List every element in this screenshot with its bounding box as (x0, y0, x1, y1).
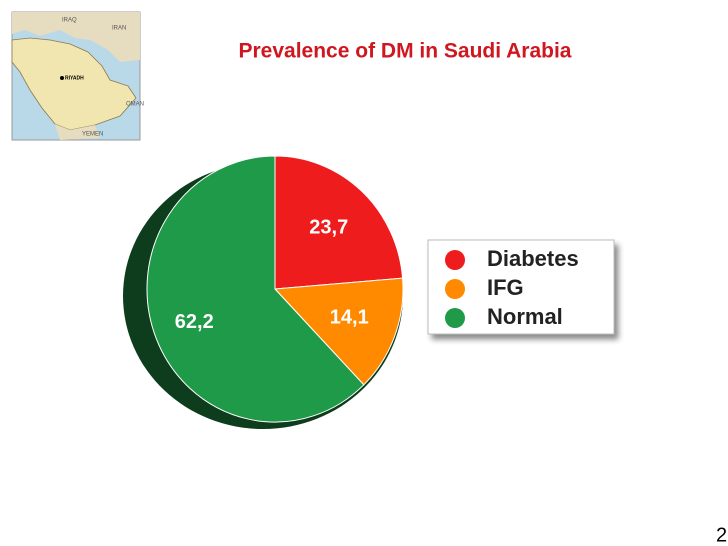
pie-slice (273, 277, 404, 386)
map-country (11, 37, 137, 131)
legend-label: Normal (487, 304, 563, 329)
pie-slice (274, 155, 404, 290)
legend-label: IFG (487, 275, 524, 300)
legend: Diabetes IFG Normal (427, 239, 615, 335)
map-label: IRAN (112, 26, 126, 32)
data-label: 14,1 (330, 306, 369, 328)
page-number: 2 (716, 524, 727, 546)
chart-title: Prevalence of DM in Saudi Arabia (239, 40, 572, 63)
map-label: IRAQ (62, 18, 77, 24)
data-label: 23,7 (309, 217, 348, 239)
map-city (60, 76, 64, 80)
pie-slice (146, 155, 365, 423)
map-land (55, 124, 100, 140)
map-label: OMAN (126, 102, 144, 108)
data-label: 62,2 (175, 311, 214, 333)
map: IRAQ IRAN RIYADH OMAN YEMEN (11, 11, 144, 141)
legend-marker (445, 250, 465, 270)
legend-marker (445, 279, 465, 299)
legend-label: Diabetes (487, 246, 579, 271)
pie: 23,7 14,1 62,2 (146, 155, 404, 423)
map-land (12, 12, 140, 62)
map-label: RIYADH (65, 75, 84, 81)
map-label: YEMEN (82, 132, 103, 138)
legend-marker (445, 308, 465, 328)
